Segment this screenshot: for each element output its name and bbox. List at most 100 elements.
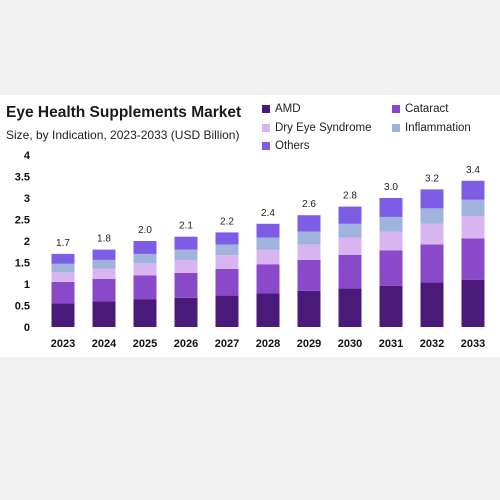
bar-segment-inflammation-2030 (338, 223, 362, 238)
bar-segment-dry-eye-syndrome-2033 (461, 216, 485, 239)
bar-segment-cataract-2023 (51, 281, 75, 304)
bar-segment-amd-2028 (256, 293, 280, 327)
y-tick-label: 2.5 (15, 215, 30, 227)
bar-segment-inflammation-2028 (256, 237, 280, 250)
legend-label-amd: AMD (275, 103, 301, 115)
bar-segment-cataract-2030 (338, 254, 362, 289)
legend-label-dry-eye-syndrome: Dry Eye Syndrome (275, 122, 372, 134)
y-tick-label: 2 (24, 236, 30, 248)
y-tick-label: 3 (24, 193, 30, 205)
bar-segment-inflammation-2033 (461, 199, 485, 217)
bar-segment-others-2026 (174, 236, 198, 250)
bar-segment-amd-2023 (51, 303, 75, 327)
bar-segment-dry-eye-syndrome-2029 (297, 244, 321, 260)
legend-item-others: Others (262, 140, 310, 152)
bar-segment-dry-eye-syndrome-2024 (92, 268, 116, 279)
bar-segment-others-2027 (215, 232, 239, 245)
bar-segment-amd-2027 (215, 295, 239, 327)
bar-segment-amd-2024 (92, 301, 116, 327)
bar-segment-cataract-2026 (174, 272, 198, 298)
x-tick-label-2025: 2025 (133, 338, 157, 350)
bar-segment-inflammation-2026 (174, 249, 198, 260)
chart-subtitle: Size, by Indication, 2023-2033 (USD Bill… (6, 128, 240, 142)
bar-segment-inflammation-2032 (420, 208, 444, 224)
bar-segment-dry-eye-syndrome-2030 (338, 237, 362, 255)
total-label-2033: 3.4 (466, 165, 480, 176)
bar-segment-inflammation-2031 (379, 216, 403, 232)
bar-segment-cataract-2031 (379, 250, 403, 286)
y-tick-label: 1 (24, 279, 30, 291)
bar-segment-amd-2033 (461, 279, 485, 327)
legend-item-amd: AMD (262, 103, 301, 115)
bar-segment-cataract-2027 (215, 268, 239, 296)
bar-segment-cataract-2024 (92, 278, 116, 302)
x-tick-label-2023: 2023 (51, 338, 75, 350)
legend: AMD Cataract Dry Eye Syndrome Inflammati… (262, 103, 498, 159)
legend-label-inflammation: Inflammation (405, 122, 471, 134)
bar-segment-dry-eye-syndrome-2028 (256, 249, 280, 265)
bar-segment-cataract-2025 (133, 275, 157, 300)
chart-title: Eye Health Supplements Market (6, 104, 242, 121)
y-tick-label: 0 (24, 322, 30, 334)
bar-segment-others-2025 (133, 241, 157, 254)
legend-swatch-inflammation (392, 124, 400, 132)
legend-swatch-amd (262, 105, 270, 113)
bar-segment-cataract-2029 (297, 259, 321, 291)
legend-swatch-others (262, 142, 270, 150)
bar-segment-amd-2031 (379, 285, 403, 327)
bar-segment-amd-2026 (174, 297, 198, 327)
x-tick-label-2033: 2033 (461, 338, 485, 350)
legend-swatch-cataract (392, 105, 400, 113)
x-tick-label-2026: 2026 (174, 338, 198, 350)
total-label-2028: 2.4 (261, 208, 275, 219)
bar-segment-cataract-2028 (256, 264, 280, 294)
bar-segment-dry-eye-syndrome-2032 (420, 223, 444, 245)
total-label-2031: 3.0 (384, 182, 398, 193)
legend-item-inflammation: Inflammation (392, 122, 471, 134)
legend-swatch-dry-eye-syndrome (262, 124, 270, 132)
x-tick-label-2030: 2030 (338, 338, 362, 350)
y-tick-label: 3.5 (15, 172, 30, 184)
y-tick-label: 1.5 (15, 258, 30, 270)
legend-item-cataract: Cataract (392, 103, 448, 115)
bar-segment-dry-eye-syndrome-2025 (133, 263, 157, 276)
total-label-2025: 2.0 (138, 225, 152, 236)
bar-segment-amd-2029 (297, 290, 321, 327)
chart-card (0, 95, 500, 357)
bar-segment-others-2033 (461, 180, 485, 200)
x-tick-label-2032: 2032 (420, 338, 444, 350)
total-label-2027: 2.2 (220, 216, 234, 227)
legend-label-others: Others (275, 140, 310, 152)
y-tick-label: 4 (24, 150, 31, 162)
bar-segment-inflammation-2023 (51, 263, 75, 273)
bar-segment-cataract-2033 (461, 238, 485, 280)
x-tick-label-2028: 2028 (256, 338, 280, 350)
bar-segment-dry-eye-syndrome-2027 (215, 255, 239, 269)
bar-segment-dry-eye-syndrome-2031 (379, 231, 403, 251)
bar-segment-inflammation-2024 (92, 259, 116, 269)
x-tick-label-2027: 2027 (215, 338, 239, 350)
x-tick-label-2031: 2031 (379, 338, 403, 350)
total-label-2024: 1.8 (97, 234, 111, 245)
bar-segment-others-2032 (420, 189, 444, 209)
legend-item-dry-eye-syndrome: Dry Eye Syndrome (262, 122, 372, 134)
y-tick-label: 0.5 (15, 301, 30, 313)
bar-segment-amd-2030 (338, 288, 362, 327)
bar-segment-cataract-2032 (420, 244, 444, 283)
bar-segment-inflammation-2025 (133, 253, 157, 264)
bar-segment-inflammation-2027 (215, 244, 239, 256)
total-label-2023: 1.7 (56, 238, 70, 249)
total-label-2032: 3.2 (425, 173, 439, 184)
legend-label-cataract: Cataract (405, 103, 449, 115)
bar-segment-dry-eye-syndrome-2026 (174, 259, 198, 273)
bar-segment-inflammation-2029 (297, 231, 321, 245)
x-tick-label-2024: 2024 (92, 338, 117, 350)
bar-segment-amd-2025 (133, 299, 157, 327)
bar-segment-amd-2032 (420, 282, 444, 327)
bar-segment-others-2030 (338, 206, 362, 224)
bar-segment-others-2024 (92, 249, 116, 260)
bar-segment-dry-eye-syndrome-2023 (51, 272, 75, 282)
total-label-2029: 2.6 (302, 199, 316, 210)
total-label-2030: 2.8 (343, 191, 357, 202)
